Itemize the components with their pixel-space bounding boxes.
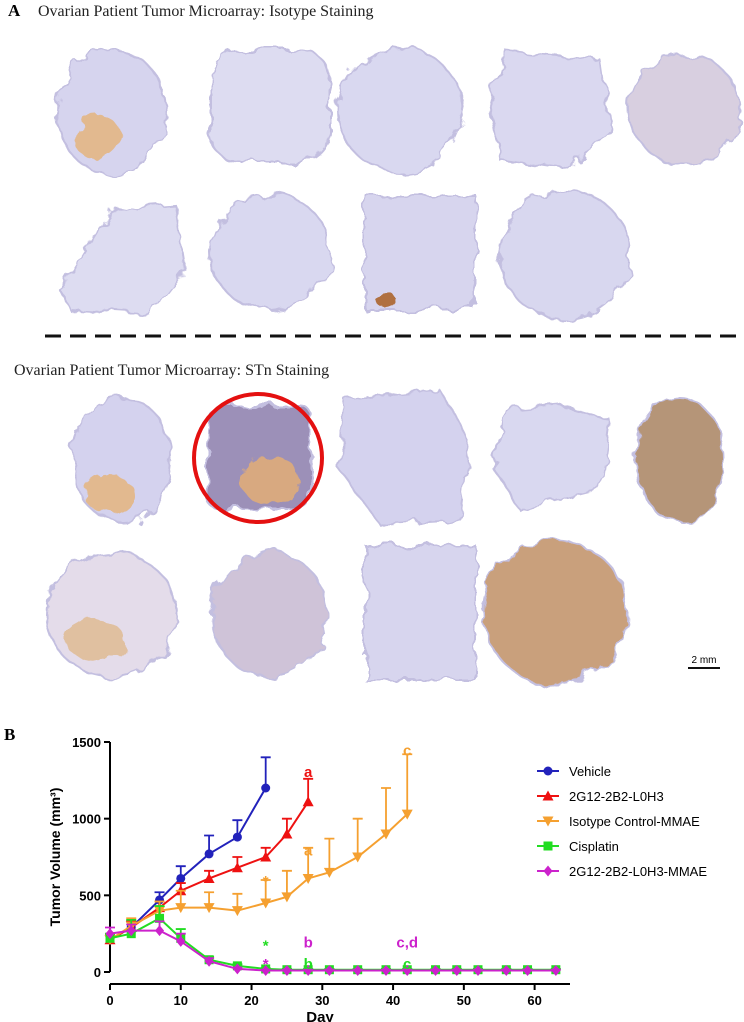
- series-line: [109, 917, 556, 971]
- x-tick-label: 20: [244, 993, 258, 1008]
- annotation: b: [304, 956, 313, 973]
- marker: [401, 809, 413, 820]
- marker: [501, 964, 511, 976]
- tissue-row: [46, 388, 725, 685]
- series-line: [109, 787, 267, 941]
- legend-label: Isotype Control-MMAE: [569, 814, 700, 829]
- panel-label: B: [4, 725, 15, 744]
- y-tick-label: 1500: [72, 735, 101, 750]
- marker: [260, 851, 272, 862]
- marker: [155, 913, 165, 923]
- marker: [204, 955, 214, 967]
- marker: [281, 828, 293, 839]
- panel-title: Ovarian Patient Tumor Microarray: Isotyp…: [38, 3, 374, 20]
- legend-label: 2G12-2B2-L0H3-MMAE: [569, 864, 707, 879]
- x-tick-label: 10: [174, 993, 188, 1008]
- marker: [232, 963, 242, 975]
- marker: [303, 964, 313, 976]
- marker: [431, 964, 441, 976]
- marker: [452, 964, 462, 976]
- marker: [551, 964, 561, 976]
- series: [104, 753, 413, 946]
- x-tick-label: 40: [386, 993, 400, 1008]
- annotation: c,d: [396, 934, 418, 951]
- marker: [381, 964, 391, 976]
- panel-label: A: [8, 1, 21, 20]
- marker: [203, 903, 215, 914]
- marker: [204, 849, 214, 859]
- annotation: *: [263, 956, 269, 973]
- marker: [543, 841, 553, 851]
- error-bar: [303, 846, 314, 879]
- error-bar: [324, 837, 335, 873]
- scale-bar-label: 2 mm: [692, 655, 717, 666]
- marker: [176, 935, 186, 947]
- error-bar: [402, 753, 413, 815]
- legend-label: 2G12-2B2-L0H3: [569, 789, 664, 804]
- marker: [323, 867, 335, 878]
- error-bar: [381, 787, 391, 834]
- marker: [281, 892, 293, 903]
- marker: [543, 766, 553, 776]
- highlight-circle: [192, 392, 324, 524]
- marker: [231, 906, 243, 917]
- marker: [542, 816, 554, 827]
- x-tick-label: 60: [527, 993, 541, 1008]
- marker: [302, 873, 314, 884]
- annotation: *: [263, 937, 269, 954]
- marker: [302, 796, 314, 807]
- error-bar: [260, 756, 271, 788]
- marker: [542, 790, 554, 801]
- x-axis-title: Day: [306, 1009, 334, 1022]
- marker: [543, 865, 553, 877]
- annotation: b: [304, 934, 313, 951]
- annotation: c: [403, 956, 411, 973]
- marker: [260, 898, 272, 909]
- y-tick-label: 500: [79, 888, 101, 903]
- marker: [261, 964, 271, 976]
- marker: [473, 964, 483, 976]
- marker: [232, 832, 242, 842]
- marker: [203, 872, 215, 883]
- series: [105, 756, 271, 945]
- marker: [105, 928, 115, 940]
- marker: [175, 903, 187, 914]
- x-tick-label: 0: [106, 993, 113, 1008]
- marker: [155, 925, 165, 937]
- annotation: c: [403, 743, 411, 760]
- series: [105, 905, 561, 975]
- marker: [176, 873, 186, 883]
- marker: [261, 783, 271, 793]
- panel-title: Ovarian Patient Tumor Microarray: STn St…: [14, 362, 329, 379]
- annotation: *: [263, 873, 269, 890]
- marker: [352, 852, 364, 863]
- series: [105, 920, 561, 976]
- x-tick-label: 50: [457, 993, 471, 1008]
- tissue-row: [56, 47, 741, 321]
- marker: [353, 964, 363, 976]
- marker: [402, 964, 412, 976]
- y-tick-label: 1000: [72, 812, 101, 827]
- y-tick-label: 0: [94, 965, 101, 980]
- marker: [126, 925, 136, 937]
- legend-label: Cisplatin: [569, 839, 619, 854]
- marker: [380, 829, 392, 840]
- marker: [231, 862, 243, 873]
- marker: [523, 964, 533, 976]
- annotation: a: [304, 764, 313, 781]
- marker: [324, 964, 334, 976]
- x-tick-label: 30: [315, 993, 329, 1008]
- legend-label: Vehicle: [569, 764, 611, 779]
- annotation: a: [304, 842, 313, 859]
- y-axis-title: Tumor Volume (mm³): [47, 788, 63, 927]
- marker: [282, 964, 292, 976]
- error-bar: [352, 817, 363, 857]
